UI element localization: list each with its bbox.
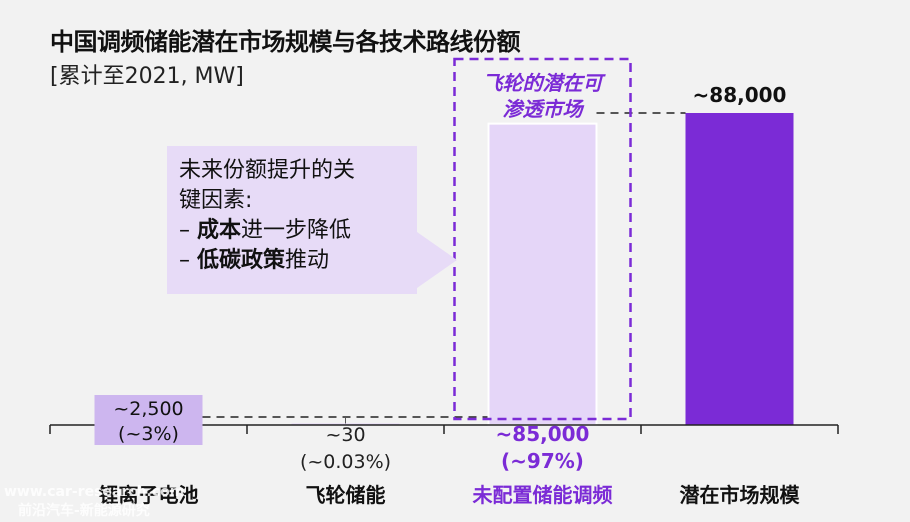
share-label: (~3%) [118, 423, 179, 445]
chart-title: 中国调频储能潜在市场规模与各技术路线份额 [50, 28, 521, 56]
value-label: ~85,000 [496, 422, 590, 446]
watermark-url: www.car-research.com [4, 484, 185, 500]
callout-item1-bold: 成本 [197, 218, 242, 243]
bar-3 [685, 113, 794, 425]
category-label: 未配置储能调频 [473, 483, 613, 507]
callout-arrow [417, 232, 457, 288]
callout-line1: 未来份额提升的关 [179, 158, 356, 183]
callout-item-cost: – 成本进一步降低 [179, 216, 405, 246]
callout-item2-rest: 推动 [285, 248, 330, 273]
flywheel-box-label-line1: 飞轮的潜在可 [483, 71, 607, 95]
category-label: 锂离子电池 [99, 483, 199, 507]
lithium-label-bg [94, 395, 203, 445]
bar-2 [487, 122, 598, 427]
category-label: 潜在市场规模 [680, 483, 801, 507]
flywheel-box-label-line2: 渗透市场 [503, 97, 585, 121]
value-label: ~2,500 [113, 398, 183, 420]
value-label: ~88,000 [693, 83, 787, 107]
callout-line2: 键因素: [179, 188, 253, 213]
value-label: ~30 [325, 424, 365, 446]
chart-subtitle: [累计至2021, MW] [50, 64, 244, 89]
callout-box: 未来份额提升的关 键因素: – 成本进一步降低 – 低碳政策推动 [167, 146, 417, 294]
callout-item1-rest: 进一步降低 [241, 218, 352, 243]
callout-item-policy: – 低碳政策推动 [179, 246, 405, 276]
category-label: 飞轮储能 [306, 483, 386, 507]
watermark-text: 前沿汽车-新能源研究 [18, 503, 150, 519]
callout-dash: – [179, 218, 190, 243]
share-label: (~0.03%) [300, 451, 391, 473]
callout-item2-bold: 低碳政策 [197, 248, 286, 273]
share-label: (~97%) [501, 449, 584, 473]
callout-dash: – [179, 248, 190, 273]
